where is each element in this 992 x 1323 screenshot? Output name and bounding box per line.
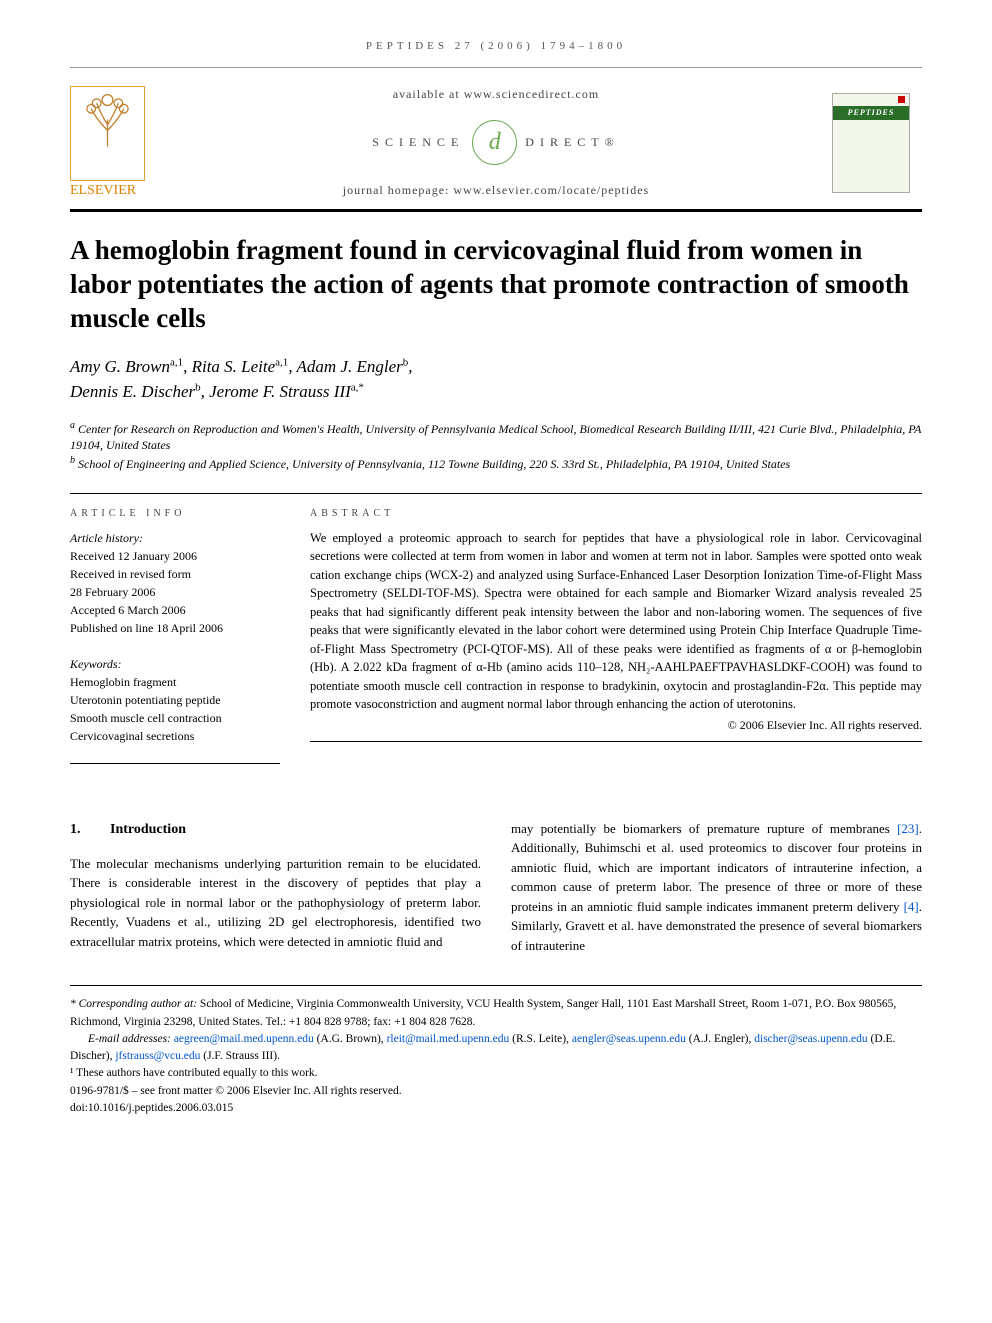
affiliations: a Center for Research on Reproduction an…	[70, 419, 922, 473]
published-date: Published on line 18 April 2006	[70, 619, 280, 637]
body-paragraph: may potentially be biomarkers of prematu…	[511, 819, 922, 956]
keyword: Hemoglobin fragment	[70, 673, 280, 691]
email-link[interactable]: discher@seas.upenn.edu	[754, 1033, 867, 1045]
body-columns: 1.Introduction The molecular mechanisms …	[70, 819, 922, 956]
citation-link[interactable]: [4]	[904, 899, 919, 914]
affiliation-b: School of Engineering and Applied Scienc…	[78, 457, 790, 471]
sciencedirect-logo: SCIENCE d DIRECT®	[372, 120, 619, 165]
equal-contribution: ¹ These authors have contributed equally…	[70, 1065, 922, 1082]
email-link[interactable]: rleit@mail.med.upenn.edu	[387, 1033, 510, 1045]
body-paragraph: The molecular mechanisms underlying part…	[70, 854, 481, 952]
keyword: Smooth muscle cell contraction	[70, 709, 280, 727]
abstract-heading: ABSTRACT	[310, 508, 922, 519]
elsevier-tree-icon	[70, 86, 145, 181]
masthead: ELSEVIER available at www.sciencedirect.…	[70, 67, 922, 212]
citation-link[interactable]: [23]	[897, 821, 919, 836]
section-title: Introduction	[110, 822, 186, 837]
affiliation-a: Center for Research on Reproduction and …	[70, 422, 921, 453]
revised-label: Received in revised form	[70, 565, 280, 583]
received-date: Received 12 January 2006	[70, 547, 280, 565]
revised-date: 28 February 2006	[70, 583, 280, 601]
availability-line: available at www.sciencedirect.com	[160, 87, 832, 102]
section-heading: 1.Introduction	[70, 819, 481, 840]
keyword: Uterotonin potentiating peptide	[70, 691, 280, 709]
email-link[interactable]: jfstrauss@vcu.edu	[115, 1050, 200, 1062]
accepted-date: Accepted 6 March 2006	[70, 601, 280, 619]
email-link[interactable]: aengler@seas.upenn.edu	[572, 1033, 686, 1045]
column-right: may potentially be biomarkers of prematu…	[511, 819, 922, 956]
keywords-label: Keywords:	[70, 655, 280, 673]
sd-right: DIRECT®	[525, 135, 619, 150]
journal-homepage: journal homepage: www.elsevier.com/locat…	[160, 183, 832, 198]
corresponding-label: * Corresponding author at:	[70, 998, 197, 1010]
abstract-block: ABSTRACT We employed a proteomic approac…	[310, 493, 922, 764]
cover-title: PEPTIDES	[833, 106, 909, 120]
keyword: Cervicovaginal secretions	[70, 727, 280, 745]
running-header: peptides 27 (2006) 1794–1800	[70, 40, 922, 52]
sd-at-icon: d	[472, 120, 517, 165]
publisher-logo-block: ELSEVIER	[70, 86, 160, 199]
sd-left: SCIENCE	[372, 135, 464, 150]
abstract-copyright: © 2006 Elsevier Inc. All rights reserved…	[310, 718, 922, 733]
article-info-block: ARTICLE INFO Article history: Received 1…	[70, 493, 280, 764]
article-info-heading: ARTICLE INFO	[70, 508, 280, 519]
footnotes: * Corresponding author at: School of Med…	[70, 985, 922, 1117]
authors-list: Amy G. Browna,1, Rita S. Leitea,1, Adam …	[70, 355, 922, 404]
publisher-name: ELSEVIER	[70, 183, 160, 199]
history-label: Article history:	[70, 529, 280, 547]
section-number: 1.	[70, 819, 110, 840]
email-link[interactable]: aegreen@mail.med.upenn.edu	[174, 1033, 314, 1045]
journal-cover-thumbnail: PEPTIDES	[832, 93, 910, 193]
article-title: A hemoglobin fragment found in cervicova…	[70, 234, 922, 335]
doi-line: doi:10.1016/j.peptides.2006.03.015	[70, 1100, 922, 1117]
abstract-text: We employed a proteomic approach to sear…	[310, 529, 922, 714]
issn-line: 0196-9781/$ – see front matter © 2006 El…	[70, 1083, 922, 1100]
column-left: 1.Introduction The molecular mechanisms …	[70, 819, 481, 956]
